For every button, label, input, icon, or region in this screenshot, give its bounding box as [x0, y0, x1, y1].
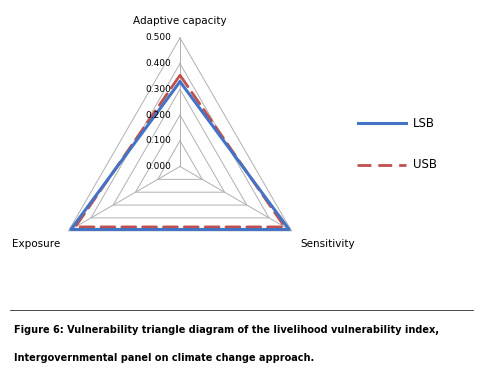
- Text: Sensitivity: Sensitivity: [300, 240, 355, 249]
- Text: Exposure: Exposure: [12, 240, 60, 249]
- Text: LSB: LSB: [413, 117, 435, 130]
- Text: 0.300: 0.300: [145, 85, 171, 94]
- Text: Figure 6: Vulnerability triangle diagram of the livelihood vulnerability index,: Figure 6: Vulnerability triangle diagram…: [14, 324, 440, 335]
- Text: 0.400: 0.400: [146, 59, 171, 68]
- Text: Adaptive capacity: Adaptive capacity: [133, 17, 227, 26]
- Text: 0.000: 0.000: [145, 162, 171, 171]
- Text: 0.100: 0.100: [145, 136, 171, 145]
- Text: USB: USB: [413, 158, 437, 171]
- Text: 0.200: 0.200: [146, 111, 171, 120]
- Text: Intergovernmental panel on climate change approach.: Intergovernmental panel on climate chang…: [14, 353, 315, 363]
- Text: 0.500: 0.500: [145, 33, 171, 42]
